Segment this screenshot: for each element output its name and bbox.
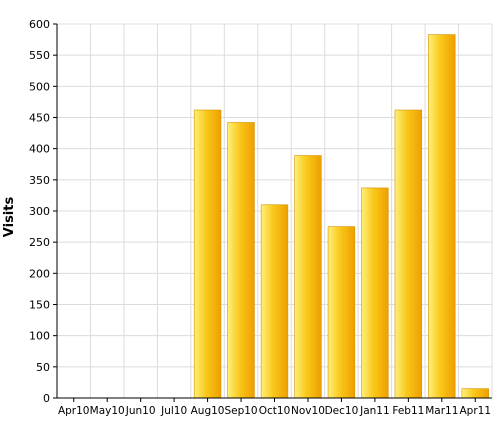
bar-mar11	[428, 34, 456, 399]
x-tick-label: Jan11	[359, 405, 390, 417]
x-tick-label: Feb11	[392, 405, 424, 417]
y-tick-label: 550	[29, 49, 50, 62]
y-tick-label: 0	[43, 392, 50, 405]
bars	[193, 34, 489, 399]
x-tick-label: Mar11	[425, 405, 458, 417]
x-tick-label: Jul10	[160, 405, 187, 417]
bar-aug10	[193, 109, 222, 399]
x-tick-label: Apr11	[460, 405, 492, 417]
bar-apr11	[461, 388, 489, 399]
y-tick-label: 250	[29, 236, 50, 249]
y-tick-label: 150	[29, 299, 50, 312]
y-tick-label: 200	[29, 267, 50, 280]
bar-oct10	[260, 204, 289, 399]
bar-feb11	[394, 109, 423, 399]
x-tick-label: Aug10	[191, 405, 225, 417]
x-tick-label: Jun10	[125, 405, 156, 417]
y-tick-label: 50	[36, 361, 50, 374]
y-tick-label: 350	[29, 174, 50, 187]
grid	[57, 23, 493, 398]
x-tick-label: Dec10	[325, 405, 359, 417]
y-tick-label: 400	[29, 143, 50, 156]
bar-nov10	[294, 155, 322, 399]
bar-jan11	[361, 187, 389, 399]
y-tick-label: 450	[29, 112, 50, 125]
y-tick-label: 300	[29, 205, 50, 218]
x-tick-label: Apr10	[58, 405, 90, 417]
x-tick-label: Sep10	[224, 405, 257, 417]
y-tick-label: 600	[29, 18, 50, 31]
x-tick-label: Oct10	[259, 405, 291, 417]
y-tick-label: 100	[29, 330, 50, 343]
y-tick-label: 500	[29, 80, 50, 93]
bar-dec10	[327, 226, 356, 399]
x-tick-label: Nov10	[291, 405, 325, 417]
x-tick-label: May10	[90, 405, 125, 417]
axes: 0 50 100 150 200 250 300 350 400 450 500 550 600 Apr1…	[29, 18, 492, 417]
bar-sep10	[227, 122, 255, 399]
y-axis-label: Visits	[2, 197, 17, 238]
